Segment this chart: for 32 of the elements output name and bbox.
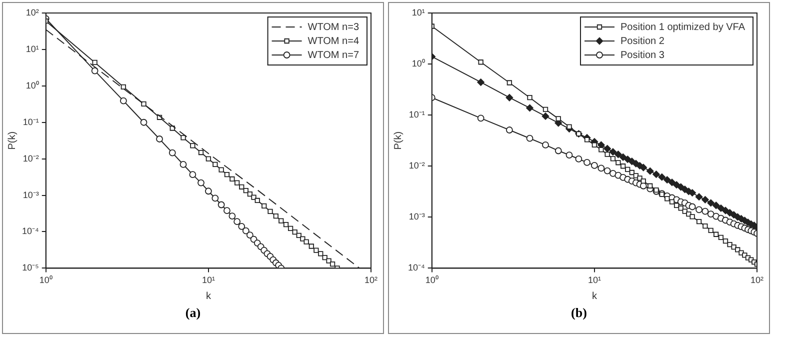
- x-tick-label: 10²: [750, 275, 764, 286]
- x-tick-label: 10⁰: [39, 275, 52, 286]
- legend-label: Position 3: [620, 50, 665, 61]
- y-tick-label: 10⁻²: [408, 160, 425, 171]
- y-tick-label: 10¹: [26, 44, 39, 54]
- text: (b): [570, 305, 588, 321]
- y-axis-title: P(k): [6, 131, 18, 150]
- text: (a): [184, 305, 202, 321]
- y-tick-label: 10⁰: [26, 80, 39, 90]
- y-tick-label: 10²: [26, 7, 39, 18]
- legend-label: WTOM n=4: [308, 36, 360, 47]
- x-axis-title: k: [592, 290, 598, 302]
- x-tick-label: 10⁰: [425, 275, 438, 286]
- x-tick-label: 10¹: [588, 275, 601, 286]
- y-tick-label: 10¹: [412, 7, 425, 18]
- y-tick-label: 10⁻²: [22, 153, 39, 164]
- y-tick-label: 10⁻¹: [22, 116, 39, 127]
- legend-label: WTOM n=7: [308, 50, 360, 61]
- legend-label: Position 2: [620, 36, 665, 47]
- legend-label: Position 1 optimized by VFA: [620, 22, 746, 33]
- x-tick-label: 10²: [364, 275, 378, 286]
- x-axis-title: k: [206, 290, 212, 302]
- y-tick-label: 10⁻⁴: [408, 262, 425, 273]
- y-tick-label: 10⁻³: [408, 212, 425, 222]
- y-tick-label: 10⁻⁴: [22, 226, 39, 236]
- y-tick-label: 10⁻¹: [408, 110, 425, 120]
- x-tick-label: 10¹: [202, 275, 215, 286]
- y-tick-label: 10⁻³: [22, 190, 39, 200]
- y-tick-label: 10⁻⁵: [22, 262, 40, 273]
- y-tick-label: 10⁰: [412, 58, 425, 69]
- legend-label: WTOM n=3: [308, 22, 360, 33]
- y-axis-title: P(k): [392, 131, 404, 150]
